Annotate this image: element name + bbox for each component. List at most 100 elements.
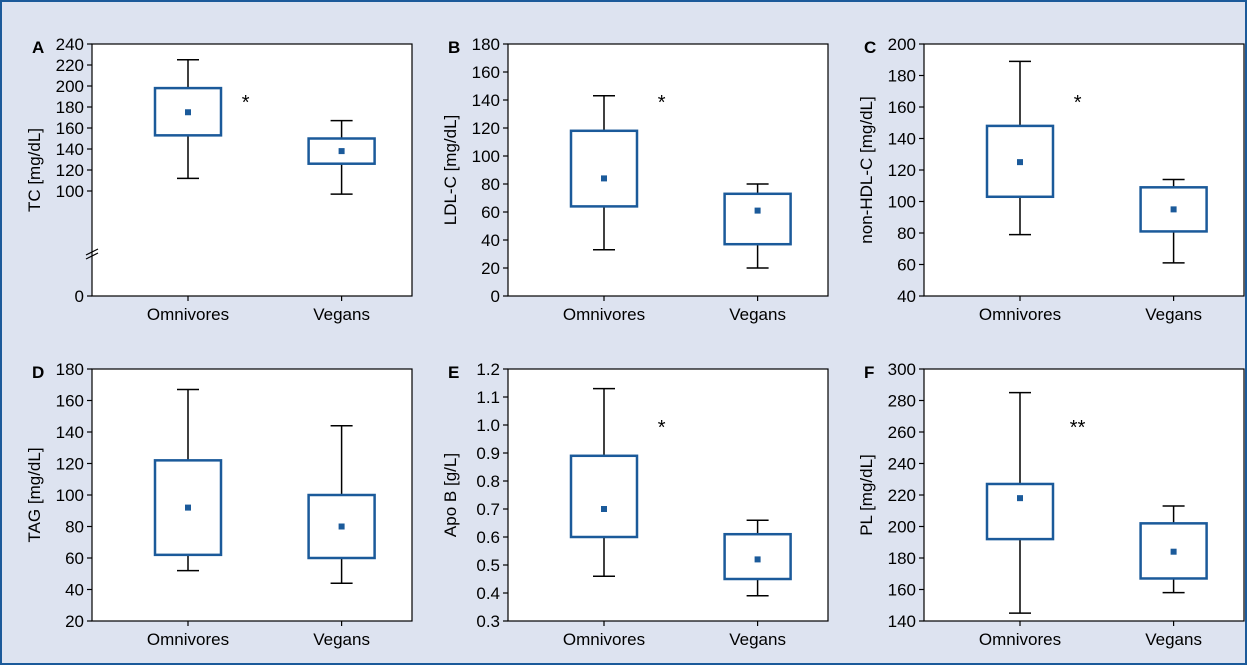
panel-label: A [32, 38, 44, 57]
mean-marker [338, 148, 345, 155]
y-tick-label: 180 [472, 35, 500, 54]
box-omnivores [985, 60, 1055, 236]
y-tick-label: 180 [56, 98, 84, 117]
y-tick-label: 160 [56, 392, 84, 411]
panel-label: C [864, 38, 876, 57]
y-tick-label: 140 [472, 91, 500, 110]
y-tick-label: 100 [56, 182, 84, 201]
box-omnivores [569, 387, 639, 577]
box-iqr [153, 86, 223, 137]
y-tick-label: 160 [888, 98, 916, 117]
y-axis-label: non-HDL-C [mg/dL] [857, 96, 876, 243]
plot-area [91, 43, 413, 297]
y-tick-label: 1.2 [476, 360, 500, 379]
x-category-label: Vegans [313, 305, 370, 324]
y-tick-label: 1.0 [476, 416, 500, 435]
significance-marker: * [658, 92, 666, 114]
y-tick-label: 220 [56, 56, 84, 75]
box-vegans [723, 183, 792, 269]
y-tick-label: 0.5 [476, 556, 500, 575]
panel-D: D 20 40 60 80 100 120 140 160 180 TAG [mg/dL] Omniv… [25, 360, 413, 649]
y-tick-label: 120 [56, 455, 84, 474]
y-tick-label: 60 [897, 256, 916, 275]
y-tick-label: 200 [888, 35, 916, 54]
box-iqr [569, 454, 639, 539]
box-iqr [1139, 522, 1208, 580]
box-iqr [569, 129, 639, 208]
y-tick-label: 0 [491, 287, 500, 306]
y-tick-label: 40 [897, 287, 916, 306]
y-tick-label: 80 [481, 175, 500, 194]
significance-marker: * [1074, 92, 1082, 114]
box-omnivores [153, 388, 223, 572]
y-tick-label: 40 [481, 231, 500, 250]
y-axis-label: LDL-C [mg/dL] [441, 115, 460, 226]
y-axis-label: TAG [mg/dL] [25, 447, 44, 542]
mean-marker [1170, 206, 1177, 213]
panel-label: B [448, 38, 460, 57]
y-tick-label: 60 [481, 203, 500, 222]
axis-break-mark [85, 248, 99, 256]
box-vegans [1139, 178, 1208, 264]
plot-area [507, 43, 829, 297]
y-tick-label: 120 [472, 119, 500, 138]
y-tick-label: 160 [472, 63, 500, 82]
y-tick-label: 220 [888, 486, 916, 505]
significance-marker: * [242, 92, 250, 114]
x-category-label: Omnivores [563, 305, 645, 324]
x-category-label: Omnivores [979, 630, 1061, 649]
panel-label: D [32, 363, 44, 382]
plot-area [507, 368, 829, 622]
y-tick-label: 180 [888, 67, 916, 86]
y-tick-label: 0.6 [476, 528, 500, 547]
y-tick-label: 20 [481, 259, 500, 278]
significance-marker: * [658, 417, 666, 439]
y-tick-label: 140 [56, 140, 84, 159]
x-category-label: Vegans [729, 305, 786, 324]
panel-B: B 0 20 40 60 80 100 120 140 160 180 LDL-C [mg/dL] Om… [441, 35, 829, 324]
mean-marker [338, 523, 345, 530]
y-tick-label: 300 [888, 360, 916, 379]
box-iqr [985, 482, 1055, 541]
y-tick-label: 100 [472, 147, 500, 166]
y-tick-label: 260 [888, 423, 916, 442]
y-axis-label: Apo B [g/L] [441, 453, 460, 537]
y-tick-label: 200 [888, 518, 916, 537]
y-tick-label: 140 [56, 423, 84, 442]
box-iqr [985, 124, 1055, 199]
box-iqr [723, 532, 792, 581]
x-category-label: Omnivores [147, 630, 229, 649]
y-tick-label: 1.1 [476, 388, 500, 407]
box-vegans [1139, 505, 1208, 594]
y-tick-label: 100 [56, 486, 84, 505]
mean-marker [601, 175, 607, 182]
box-iqr [723, 192, 792, 246]
box-iqr [153, 459, 223, 557]
mean-marker [754, 207, 761, 214]
x-category-label: Omnivores [979, 305, 1061, 324]
y-axis-label: TC [mg/dL] [25, 128, 44, 212]
y-tick-label: 280 [888, 392, 916, 411]
plot-area [923, 368, 1245, 622]
panel-F: F 140 160 180 200 220 240 260 280 300 PL [mg/dL] Om… [857, 360, 1245, 649]
x-category-label: Vegans [1145, 630, 1202, 649]
x-category-label: Omnivores [563, 630, 645, 649]
y-axis-label: PL [mg/dL] [857, 454, 876, 536]
y-tick-label: 240 [56, 35, 84, 54]
y-tick-label: 120 [888, 161, 916, 180]
box-iqr [307, 137, 376, 165]
box-iqr [1139, 186, 1208, 233]
mean-marker [601, 506, 607, 512]
y-tick-label: 120 [56, 161, 84, 180]
panel-label: E [448, 363, 459, 382]
x-category-label: Vegans [313, 630, 370, 649]
x-category-label: Vegans [1145, 305, 1202, 324]
box-vegans [723, 519, 792, 597]
mean-marker [1017, 495, 1023, 502]
significance-marker: ** [1070, 417, 1086, 439]
box-vegans [307, 119, 376, 195]
box-omnivores [153, 59, 223, 180]
y-tick-label: 240 [888, 455, 916, 474]
y-tick-label: 0.7 [476, 500, 500, 519]
